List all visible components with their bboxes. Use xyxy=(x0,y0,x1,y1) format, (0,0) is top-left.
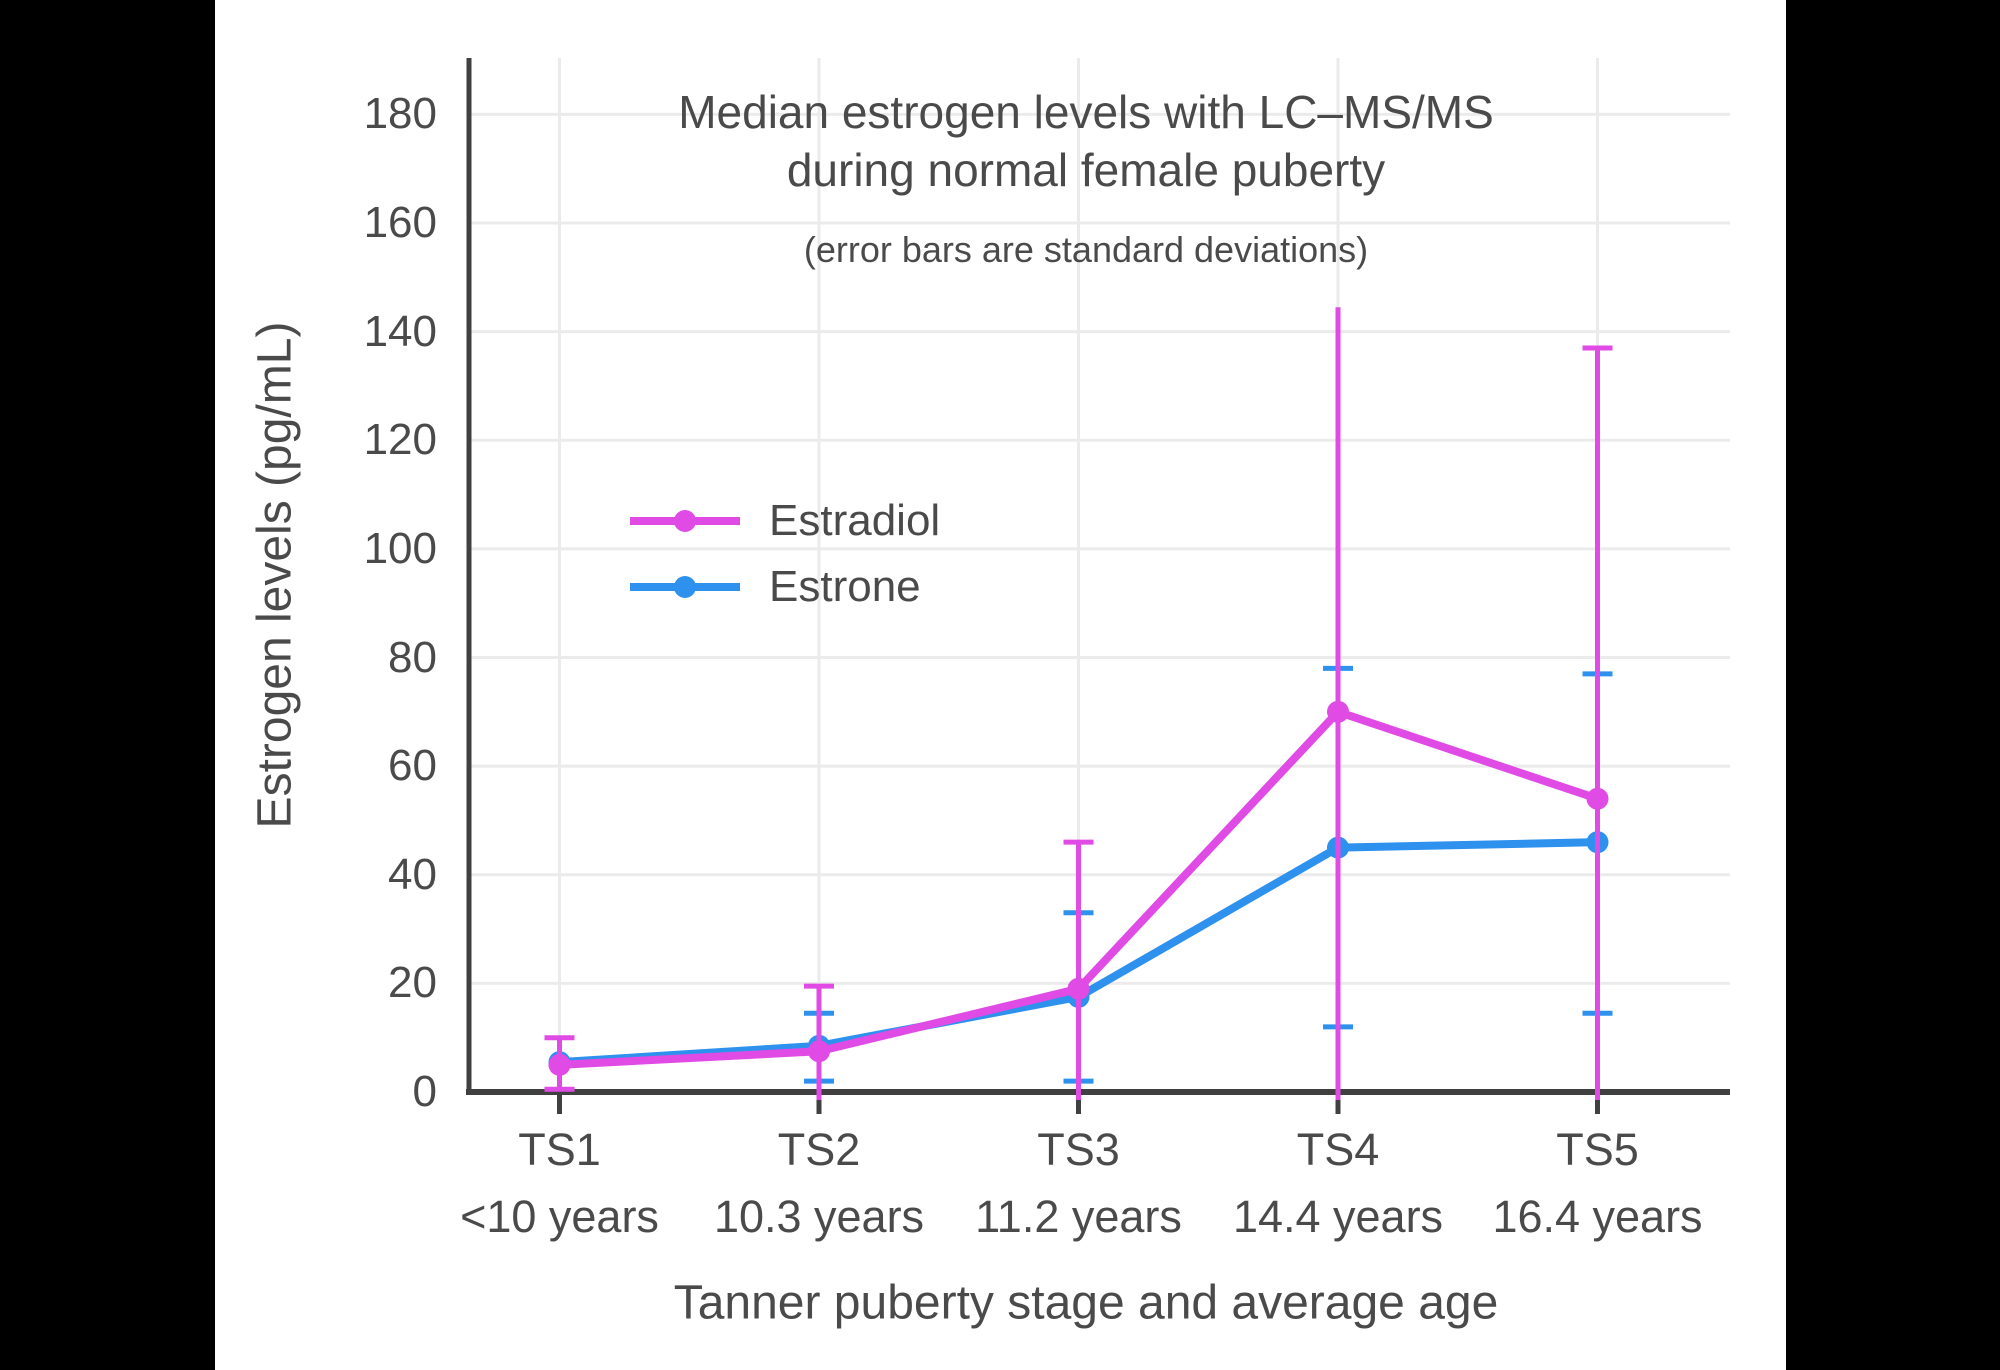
x-tick-label-ts4: TS4 xyxy=(1296,1124,1380,1175)
estrone-line-marker-icon xyxy=(630,576,740,598)
y-tick-label-0: 0 xyxy=(412,1067,437,1116)
legend-item-estradiol: Estradiol xyxy=(625,488,940,554)
y-tick-label-20: 20 xyxy=(388,958,437,1008)
y-tick-label-180: 180 xyxy=(363,89,437,139)
y-tick-label-120: 120 xyxy=(363,415,437,465)
chart-title-line2: during normal female puberty xyxy=(786,144,1386,196)
x-tick-sublabel-ts1: <10 years xyxy=(460,1191,659,1242)
chart-canvas: Median estrogen levels with LC–MS/MS dur… xyxy=(215,0,1786,1370)
y-tick-label-100: 100 xyxy=(363,523,437,573)
x-tick-label-ts5: TS5 xyxy=(1556,1124,1639,1175)
y-tick-label-60: 60 xyxy=(388,741,437,791)
data-point-estradiol-ts4 xyxy=(1327,700,1349,723)
x-tick-sublabel-ts5: 16.4 years xyxy=(1492,1191,1703,1242)
y-tick-label-40: 40 xyxy=(388,849,437,899)
x-tick-label-ts2: TS2 xyxy=(777,1124,861,1175)
legend-label-estradiol: Estradiol xyxy=(769,496,941,545)
chart-plot xyxy=(466,58,1730,1114)
legend-label-estrone: Estrone xyxy=(769,562,921,611)
data-point-estradiol-ts3 xyxy=(1067,977,1090,1000)
estradiol-line-marker-icon xyxy=(630,510,740,532)
x-tick-sublabel-ts4: 14.4 years xyxy=(1232,1191,1444,1242)
x-tick-sublabel-ts2: 10.3 years xyxy=(713,1191,925,1242)
legend-item-estrone: Estrone xyxy=(625,554,940,620)
legend: Estradiol Estrone xyxy=(625,488,940,620)
data-point-estradiol-ts1 xyxy=(548,1053,571,1076)
y-tick-label-140: 140 xyxy=(363,306,437,356)
x-tick-label-ts1: TS1 xyxy=(518,1124,601,1175)
chart-title-line1: Median estrogen levels with LC–MS/MS xyxy=(678,86,1494,138)
x-tick-label-ts3: TS3 xyxy=(1037,1124,1120,1175)
data-point-estradiol-ts5 xyxy=(1586,787,1609,810)
y-tick-label-80: 80 xyxy=(388,632,437,682)
x-axis-title: Tanner puberty stage and average age xyxy=(673,1276,1499,1330)
series-estradiol xyxy=(544,307,1613,1100)
chart-subtitle: (error bars are standard deviations) xyxy=(803,229,1369,270)
x-tick-sublabel-ts3: 11.2 years xyxy=(975,1191,1182,1242)
y-tick-label-160: 160 xyxy=(363,198,437,248)
data-point-estradiol-ts2 xyxy=(808,1040,830,1063)
